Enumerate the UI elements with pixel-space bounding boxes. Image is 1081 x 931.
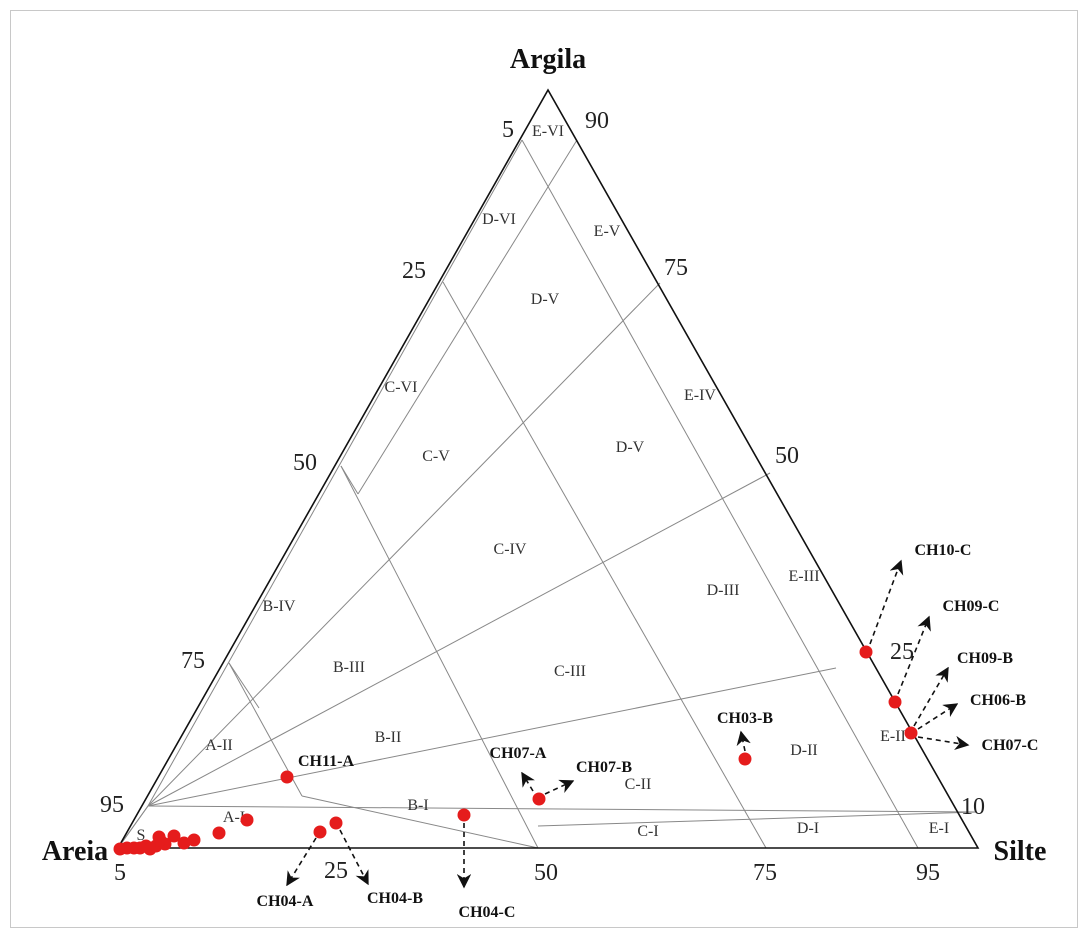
grid-line: [147, 282, 661, 807]
tick-label-left: 95: [100, 792, 124, 818]
grid-line: [537, 811, 978, 827]
sample-label: CH04-C: [459, 904, 516, 921]
leader-arrow: [521, 771, 535, 792]
tick-label-right: 50: [775, 443, 799, 469]
region-label: D-II: [790, 742, 818, 759]
data-point: [167, 829, 181, 843]
data-point-labeled: [280, 770, 294, 784]
tick-label-bottom: 5: [114, 860, 126, 886]
chart-frame: [10, 10, 1078, 928]
sample-label: CH06-B: [970, 692, 1026, 709]
data-point: [153, 833, 167, 847]
region-label: C-III: [554, 663, 586, 680]
tick-label-right: 75: [664, 255, 688, 281]
region-label: D-I: [797, 820, 819, 837]
axis-label-argila: Argila: [510, 44, 586, 75]
leader-arrow: [286, 837, 317, 887]
region-label: C-IV: [494, 541, 527, 558]
grid-line: [521, 139, 919, 849]
data-point-labeled: [329, 816, 343, 830]
region-label: B-IV: [263, 598, 296, 615]
leader-arrow: [544, 779, 575, 795]
grid-line: [340, 465, 359, 495]
region-label: D-VI: [482, 211, 516, 228]
grid-line: [357, 139, 578, 495]
tick-label-right: 90: [585, 108, 609, 134]
grid-line: [301, 795, 539, 849]
axis-label-areia: Areia: [42, 836, 108, 867]
region-label: C-V: [422, 448, 450, 465]
sample-label: CH07-C: [982, 737, 1039, 754]
region-label: C-II: [625, 776, 652, 793]
tick-label-bottom: 50: [534, 860, 558, 886]
data-point: [177, 836, 191, 850]
region-label: E-V: [594, 223, 621, 240]
grid-line: [147, 472, 771, 807]
region-label: E-VI: [532, 123, 564, 140]
data-point-labeled: [457, 808, 471, 822]
leader-arrow: [869, 559, 904, 645]
tick-label-left: 5: [502, 117, 514, 143]
region-label: B-I: [407, 797, 428, 814]
sample-label: CH11-A: [298, 753, 354, 770]
leader-arrow: [339, 829, 369, 886]
data-point-labeled: [313, 825, 327, 839]
region-label: D-V: [616, 439, 645, 456]
region-label: E-I: [929, 820, 949, 837]
sample-label: CH07-A: [490, 745, 547, 762]
sample-label: CH09-C: [943, 598, 1000, 615]
region-label: B-III: [333, 659, 365, 676]
region-label: B-II: [375, 729, 402, 746]
grid-line: [228, 662, 260, 709]
sample-label: CH07-B: [576, 759, 632, 776]
region-label: C-I: [637, 823, 658, 840]
grid-line: [147, 805, 978, 813]
tick-label-bottom: 95: [916, 860, 940, 886]
data-point: [187, 833, 201, 847]
sample-label: CH03-B: [717, 710, 773, 727]
tick-label-right: 25: [890, 639, 914, 665]
sample-label: CH04-A: [257, 893, 314, 910]
leader-arrow: [897, 615, 931, 695]
tick-label-bottom: 25: [324, 858, 348, 884]
region-label: E-IV: [684, 387, 716, 404]
grid-line: [442, 281, 767, 849]
data-point-labeled: [532, 792, 546, 806]
triangle-outline: [116, 88, 980, 849]
leader-arrow: [917, 703, 959, 730]
tick-label-left: 50: [293, 450, 317, 476]
tick-label-right: 10: [961, 794, 985, 820]
region-label: A-I: [223, 809, 245, 826]
grid-line: [147, 667, 837, 807]
region-label: E-III: [788, 568, 819, 585]
region-label: C-VI: [385, 379, 418, 396]
leader-arrow: [917, 735, 970, 751]
data-point: [212, 826, 226, 840]
grid-line: [117, 805, 149, 849]
region-label: E-II: [880, 728, 906, 745]
sample-label: CH04-B: [367, 890, 423, 907]
sample-label: CH10-C: [915, 542, 972, 559]
leader-arrow: [736, 730, 751, 752]
region-label: D-V: [531, 291, 560, 308]
region-label: S: [137, 827, 146, 844]
region-label: A-II: [205, 737, 233, 754]
data-point: [240, 813, 254, 827]
sample-label: CH09-B: [957, 650, 1013, 667]
tick-label-bottom: 75: [753, 860, 777, 886]
grid-line: [340, 465, 539, 849]
tick-label-left: 75: [181, 648, 205, 674]
axis-label-silte: Silte: [994, 836, 1047, 867]
data-point-labeled: [888, 695, 902, 709]
data-point-labeled: [859, 645, 873, 659]
data-point-labeled: [738, 752, 752, 766]
leader-arrow: [913, 666, 949, 727]
data-point-labeled: [904, 726, 918, 740]
region-label: D-III: [707, 582, 740, 599]
grid-line: [147, 139, 523, 807]
tick-label-left: 25: [402, 258, 426, 284]
